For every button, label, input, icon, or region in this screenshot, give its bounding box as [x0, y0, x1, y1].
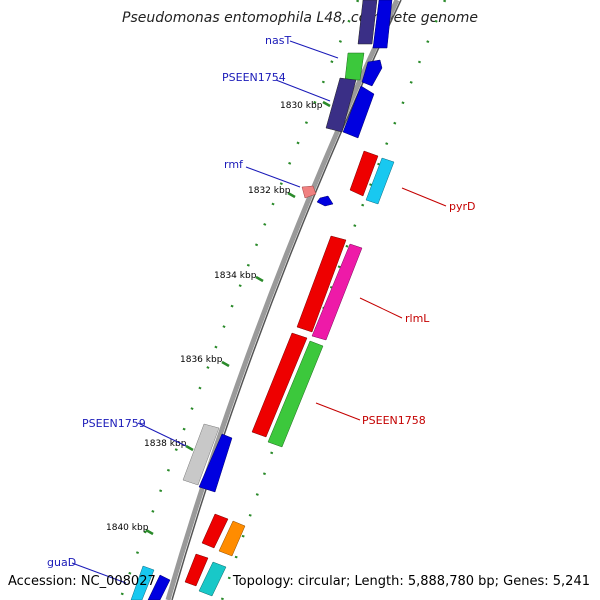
gene-label-rlmL: rlmL [405, 312, 430, 325]
leader-nasT [289, 40, 339, 59]
gene-orange [218, 520, 246, 557]
gene-blue-2 [342, 85, 375, 139]
gene-red-2 [251, 332, 308, 438]
gene-nasT-block [357, 0, 393, 49]
gene-label-PSEEN1759: PSEEN1759 [82, 417, 146, 430]
genome-backbone [165, 0, 400, 600]
leader-PSEEN1758 [315, 402, 361, 421]
gene-PSEEN1758 [267, 340, 324, 448]
kbp-label-1836: 1836 kbp [180, 355, 223, 365]
gene-rmf-blue [316, 195, 334, 207]
gene-cyan-2 [198, 561, 227, 597]
accession-text: Accession: NC_008027 [8, 574, 156, 589]
outer-tick-track [220, 0, 447, 600]
leader-rmf [245, 166, 301, 188]
gene-label-PSEEN1758: PSEEN1758 [362, 414, 426, 427]
leader-guaD [71, 562, 127, 584]
leader-PSEEN1754 [275, 79, 331, 102]
topology-text: Topology: circular; Length: 5,888,780 bp… [232, 574, 590, 589]
gene-blue-3 [198, 433, 233, 493]
genome-backbone-shadow [171, 0, 402, 600]
kbp-label-1832: 1832 kbp [248, 186, 291, 196]
gene-guaD [130, 565, 155, 600]
gene-green-1 [344, 52, 365, 81]
gene-rmf [301, 185, 317, 199]
gene-blue-4 [147, 574, 171, 600]
gene-label-nasT: nasT [265, 34, 291, 47]
gene-red-large [296, 235, 347, 333]
gene-red-3 [201, 513, 229, 549]
gene-pyrD-cyan [365, 157, 395, 205]
gene-blue-small-1 [361, 59, 383, 87]
gene-label-PSEEN1754: PSEEN1754 [222, 71, 286, 84]
gene-label-pyrD: pyrD [449, 200, 476, 213]
gene-rlmL [311, 243, 363, 341]
kbp-label-1834: 1834 kbp [214, 271, 257, 281]
kbp-label-1840: 1840 kbp [106, 523, 149, 533]
kbp-label-1838: 1838 kbp [144, 439, 187, 449]
leader-rlmL [359, 297, 403, 319]
gene-label-guaD: guaD [47, 556, 76, 569]
leader-pyrD [401, 187, 447, 207]
gene-pyrD-red [349, 150, 379, 197]
leader-PSEEN1759 [137, 422, 187, 447]
gene-red-4 [184, 553, 209, 587]
gene-PSEEN1759 [182, 423, 220, 486]
gene-label-rmf: rmf [224, 158, 244, 171]
gene-PSEEN1754 [325, 77, 357, 133]
kbp-tick-marks [145, 100, 331, 536]
kbp-label-1830: 1830 kbp [280, 101, 323, 111]
